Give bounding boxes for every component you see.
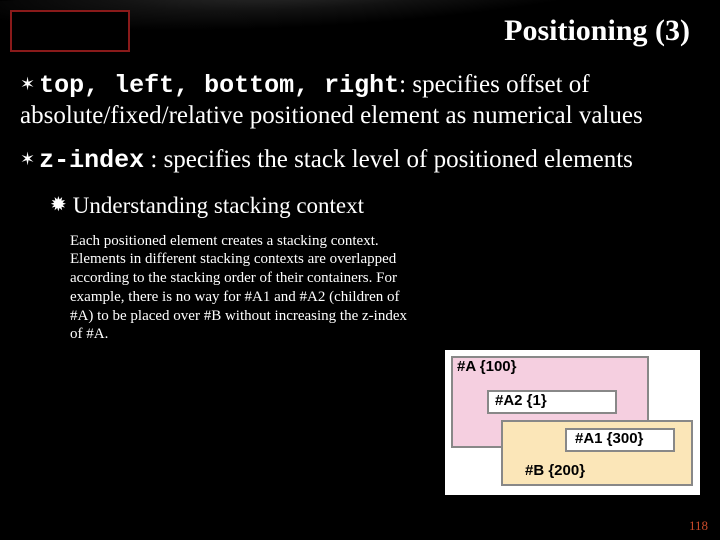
bullet-1: ✶top, left, bottom, right: specifies off… [20, 70, 700, 131]
bullet-1-code: top, left, bottom, right [39, 71, 399, 100]
bullet-star-icon: ✶ [20, 149, 35, 171]
diagram-label-a: #A {100} [457, 358, 517, 375]
sub-paragraph: Each positioned element creates a stacki… [20, 232, 410, 345]
bullet-2-text: : specifies the stack level of positione… [144, 146, 633, 173]
bullet-2-code: z-index [39, 146, 144, 175]
sub-bullet-star-icon: ✹ [50, 193, 67, 217]
corner-box [10, 10, 130, 52]
stacking-diagram: #A {100} #A2 {1} #A1 {300} #B {200} [445, 350, 700, 495]
sub-bullet: ✹Understanding stacking context [20, 192, 700, 220]
bullet-2: ✶z-index : specifies the stack level of … [20, 145, 700, 176]
bullet-star-icon: ✶ [20, 74, 35, 96]
slide-title: Positioning (3) [504, 14, 690, 48]
diagram-label-a1: #A1 {300} [575, 430, 643, 447]
diagram-label-b: #B {200} [525, 462, 585, 479]
diagram-label-a2: #A2 {1} [495, 392, 547, 409]
content-area: ✶top, left, bottom, right: specifies off… [20, 70, 700, 344]
sub-bullet-text: Understanding stacking context [73, 193, 364, 218]
page-number: 118 [689, 518, 708, 534]
